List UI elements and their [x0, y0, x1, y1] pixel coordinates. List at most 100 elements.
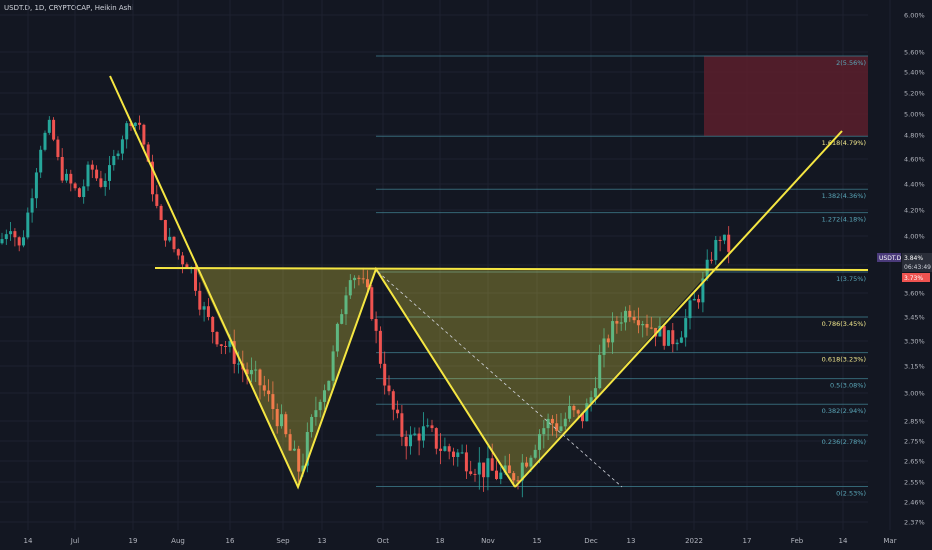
- candle-body: [34, 172, 38, 199]
- price-box: USDT.D 3.84% 06:43:49 3.73%: [877, 253, 932, 282]
- candle-body: [469, 471, 473, 474]
- x-tick-label-5: Sep: [276, 537, 290, 545]
- candle-body: [499, 472, 503, 480]
- candle-body: [391, 391, 395, 410]
- candle-body: [701, 278, 705, 303]
- neckline: [154, 267, 869, 271]
- y-tick-label-2: 5.40%: [904, 69, 925, 77]
- candle-body: [533, 449, 537, 458]
- candle-body: [409, 434, 412, 447]
- candle-body: [310, 416, 314, 433]
- candle-body: [486, 458, 490, 478]
- y-axis: 6.00% 5.60% 5.40% 5.20% 5.00% 4.80% 4.60% 4.40%…: [904, 12, 925, 527]
- candle-body: [297, 448, 301, 472]
- candle-body: [215, 332, 219, 345]
- candle-body: [611, 321, 615, 343]
- candle-body: [512, 473, 516, 481]
- grid-lines: [0, 0, 891, 530]
- dashed-projection: [377, 271, 623, 488]
- candle-body: [619, 322, 623, 324]
- pattern-drawing: [109, 75, 869, 490]
- candle-body: [73, 183, 77, 189]
- candle-body: [39, 149, 43, 173]
- candle-body: [529, 457, 533, 467]
- candle-body: [563, 418, 567, 427]
- candle-body: [176, 249, 180, 256]
- candle-body: [151, 161, 154, 195]
- candle-body: [460, 452, 464, 454]
- y-tick-label-20: 2.46%: [904, 499, 925, 507]
- candle-body: [185, 264, 189, 269]
- candle-body: [206, 306, 210, 317]
- candle-body: [245, 369, 249, 375]
- candle-body: [275, 409, 279, 427]
- extra-tag-value: 3.73%: [904, 275, 923, 282]
- candle-body: [56, 139, 60, 157]
- candle-body: [447, 446, 451, 452]
- y-tick-label-14: 3.15%: [904, 363, 925, 371]
- candle-body: [516, 480, 520, 482]
- candle-body: [576, 410, 580, 414]
- fib-label-7: 0.5(3.08%): [830, 382, 866, 390]
- candle-body: [602, 338, 606, 355]
- candle-body: [26, 212, 30, 238]
- candle-body: [22, 237, 25, 246]
- target-zone-rect: [704, 56, 868, 137]
- candle-body: [112, 156, 116, 166]
- candle-body: [108, 165, 111, 181]
- candle-body: [271, 394, 275, 410]
- x-tick-label-17: Mar: [883, 537, 896, 545]
- x-tick-label-11: Dec: [584, 537, 598, 545]
- candle-body: [305, 432, 309, 466]
- candle-body: [172, 236, 176, 250]
- candle-body: [335, 323, 339, 352]
- y-tick-label-18: 2.65%: [904, 458, 925, 466]
- x-tick-label-4: 16: [226, 537, 235, 545]
- candle-body: [542, 428, 546, 435]
- candle-body: [538, 434, 541, 450]
- candle-body: [589, 397, 593, 404]
- candle-body: [430, 425, 434, 429]
- symbol-tag-label: USDT.D: [879, 255, 902, 262]
- candles: [0, 115, 731, 498]
- candle-body: [374, 319, 378, 331]
- x-tick-label-9: Nov: [481, 537, 495, 545]
- candle-body: [546, 418, 550, 429]
- candle-body: [301, 465, 305, 472]
- candle-body: [482, 462, 486, 478]
- x-tick-label-13: 2022: [685, 537, 703, 545]
- y-tick-label-5: 4.80%: [904, 132, 925, 140]
- candle-body: [0, 239, 4, 244]
- candle-body: [357, 277, 361, 279]
- fib-label-4: 1(3.75%): [836, 275, 866, 283]
- y-tick-label-7: 4.40%: [904, 181, 925, 189]
- candle-body: [47, 119, 51, 133]
- candle-body: [550, 418, 554, 424]
- candle-body: [361, 278, 365, 280]
- candle-body: [9, 231, 13, 235]
- y-tick-label-3: 5.20%: [904, 90, 925, 98]
- candle-body: [675, 342, 679, 345]
- candle-body: [323, 390, 326, 402]
- candle-body: [654, 328, 658, 337]
- candle-body: [60, 156, 64, 181]
- candle-body: [628, 310, 632, 318]
- candle-body: [624, 310, 627, 323]
- price-tag-value: 3.84%: [904, 255, 923, 262]
- candle-body: [692, 298, 696, 301]
- candle-body: [722, 234, 726, 241]
- candle-body: [581, 413, 584, 422]
- candle-body: [439, 448, 443, 451]
- candle-body: [4, 234, 8, 240]
- left-shoulder-fill: [196, 269, 376, 487]
- candle-body: [237, 363, 240, 365]
- candle-body: [413, 433, 417, 435]
- fib-label-9: 0.236(2.78%): [822, 438, 866, 446]
- candle-body: [525, 462, 529, 467]
- fib-label-10: 0(2.53%): [836, 489, 866, 497]
- candle-body: [125, 123, 129, 140]
- candle-body: [456, 452, 460, 457]
- candle-body: [568, 405, 572, 419]
- candle-body: [129, 123, 133, 126]
